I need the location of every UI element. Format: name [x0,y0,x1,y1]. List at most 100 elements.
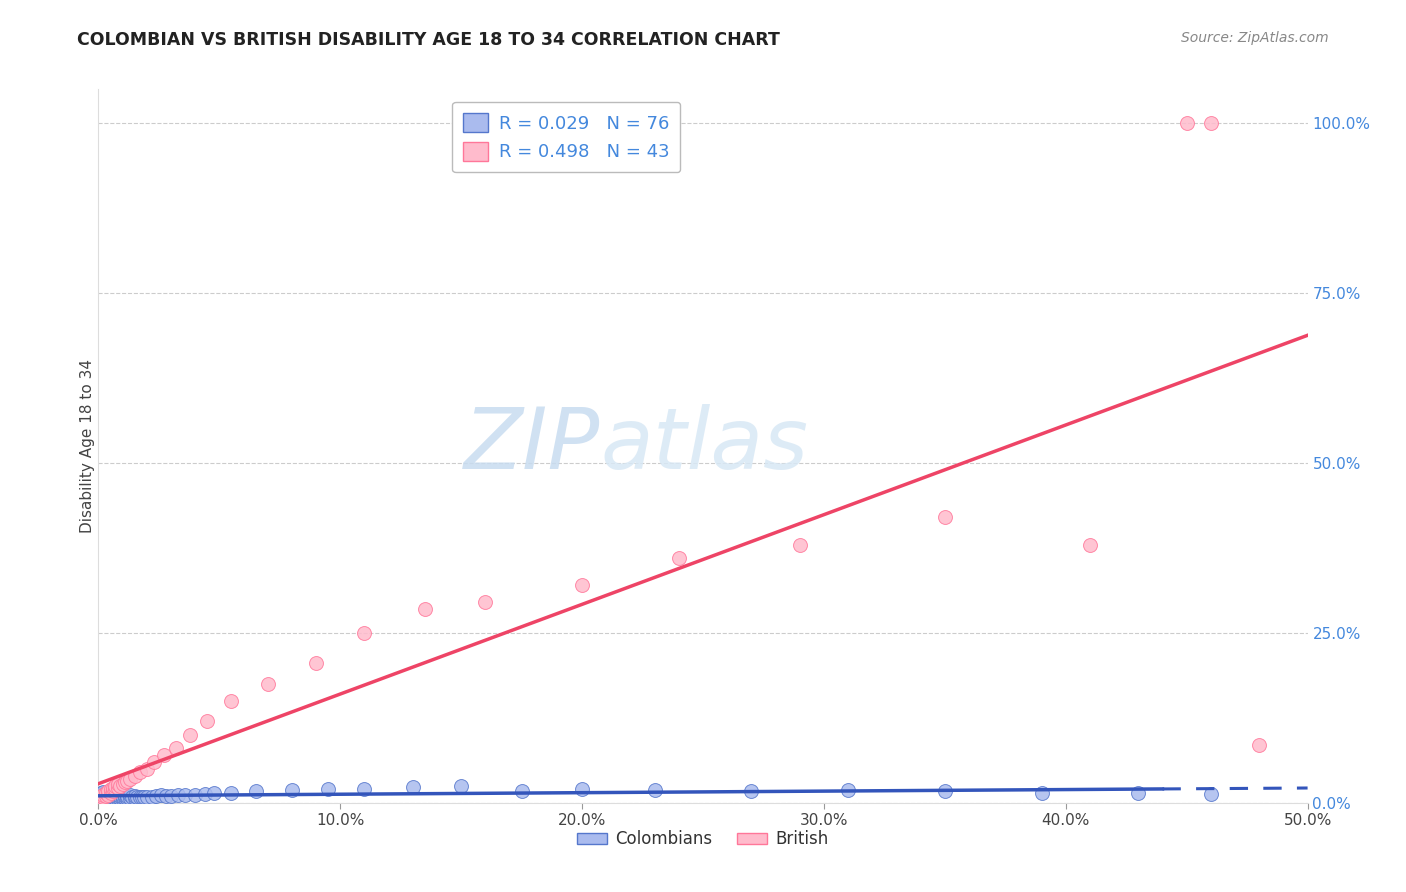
Point [107,791,129,805]
Text: ZIP: ZIP [464,404,600,488]
Point [117,791,139,805]
Point [104,791,127,805]
Legend: Colombians, British: Colombians, British [571,824,835,855]
Point [194,787,217,801]
Point [97,791,120,805]
Point [91,789,114,803]
Point [184,788,207,802]
Point [141,789,163,804]
Y-axis label: Disability Age 18 to 34: Disability Age 18 to 34 [80,359,94,533]
Point [117,789,139,803]
Point [97,788,120,802]
Point [107,777,129,791]
Point [837,783,859,797]
Point [256,677,278,691]
Point [91,790,114,805]
Point [90,789,112,803]
Point [97,783,120,797]
Point [1249,738,1271,752]
Point [571,578,593,592]
Point [117,774,139,789]
Point [118,789,141,803]
Point [100,788,122,802]
Point [134,789,156,804]
Point [94,790,117,805]
Point [97,789,120,803]
Point [108,779,131,793]
Point [91,789,114,804]
Point [934,784,956,798]
Point [101,783,124,797]
Point [934,510,956,524]
Point [118,791,141,805]
Point [281,783,304,797]
Point [111,791,134,805]
Point [510,783,533,797]
Point [402,780,425,794]
Point [97,789,120,804]
Point [111,777,134,791]
Point [94,786,117,800]
Point [97,786,120,800]
Point [353,626,375,640]
Point [1078,537,1101,551]
Point [1031,786,1053,800]
Point [114,789,136,803]
Point [91,788,114,802]
Point [90,788,112,802]
Point [101,788,124,802]
Point [124,791,146,805]
Point [789,537,811,551]
Point [101,789,124,804]
Point [124,789,146,803]
Text: COLOMBIAN VS BRITISH DISABILITY AGE 18 TO 34 CORRELATION CHART: COLOMBIAN VS BRITISH DISABILITY AGE 18 T… [77,31,780,49]
Point [204,786,226,800]
Text: atlas: atlas [600,404,808,488]
Point [108,789,131,803]
Point [143,755,166,769]
Point [160,789,183,803]
Point [450,780,472,794]
Point [353,781,375,796]
Point [221,694,243,708]
Point [124,769,146,783]
Point [1175,116,1198,130]
Point [571,782,593,797]
Point [94,789,117,803]
Point [150,789,173,803]
Point [644,783,666,797]
Point [128,789,150,804]
Point [90,792,112,806]
Point [107,780,129,795]
Point [104,787,127,801]
Point [94,786,117,800]
Point [90,792,112,806]
Point [100,786,122,800]
Point [1199,116,1222,130]
Point [91,787,114,801]
Point [100,791,122,805]
Point [104,779,127,793]
Point [100,786,122,800]
Point [114,775,136,789]
Point [90,790,112,805]
Point [195,714,218,729]
Point [131,790,153,805]
Point [152,748,174,763]
Point [668,551,690,566]
Point [111,789,134,804]
Point [90,786,112,800]
Point [118,772,141,786]
Point [107,789,129,804]
Point [101,780,124,795]
Text: Source: ZipAtlas.com: Source: ZipAtlas.com [1181,31,1329,45]
Point [94,792,117,806]
Point [1128,786,1150,800]
Point [107,788,129,802]
Point [91,791,114,805]
Point [174,788,197,802]
Point [145,789,167,803]
Point [91,785,114,799]
Point [165,741,187,756]
Point [90,789,112,803]
